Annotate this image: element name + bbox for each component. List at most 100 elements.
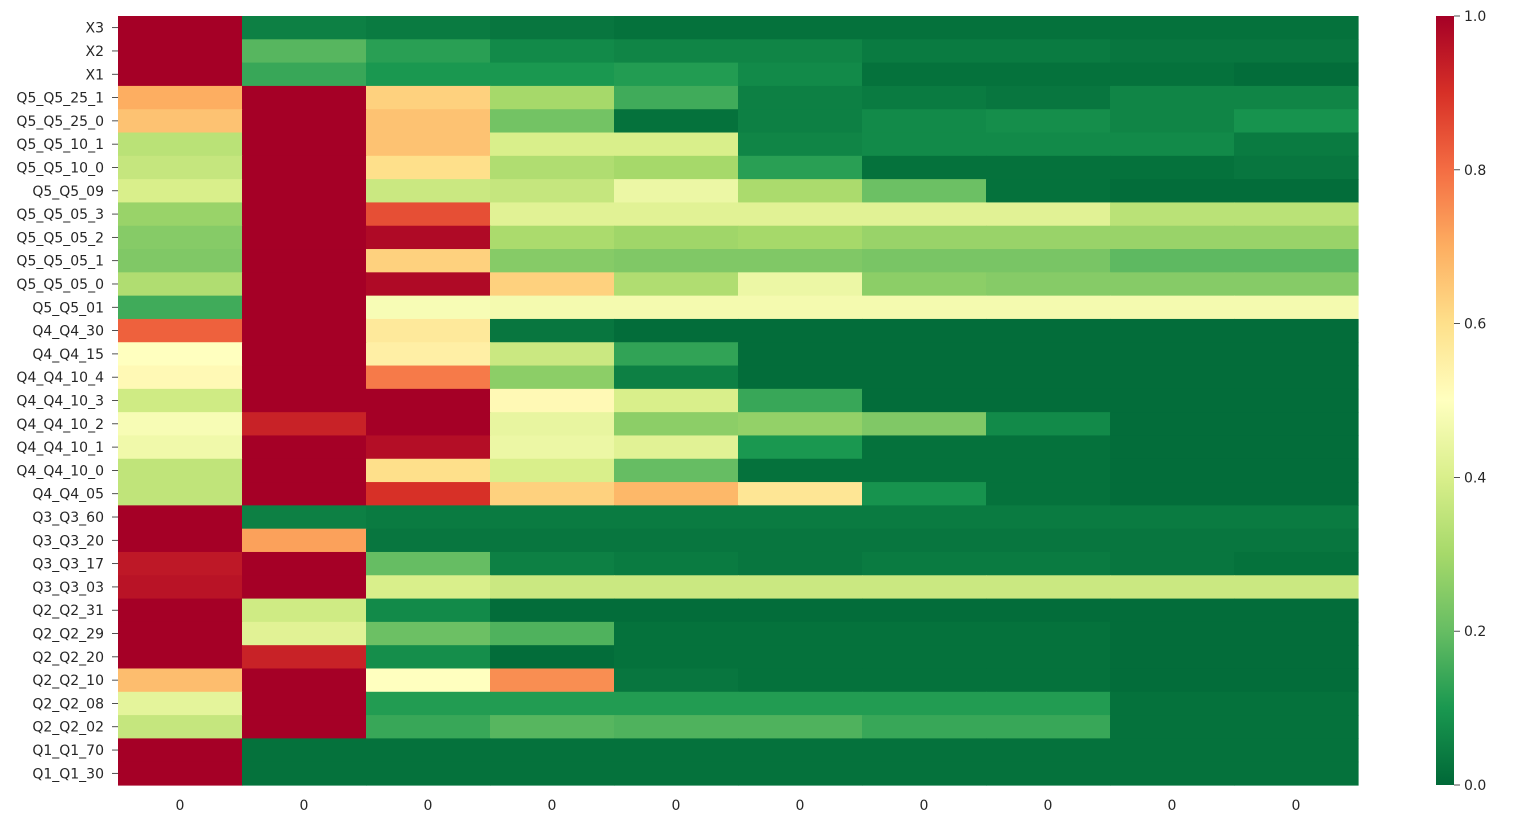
heatmap-cell — [862, 249, 987, 273]
heatmap-cell — [490, 225, 615, 250]
heatmap-cell — [862, 272, 987, 297]
heatmap-cell — [118, 39, 243, 64]
heatmap-cell — [118, 85, 243, 110]
y-tick-label: Q3_Q3_03 — [32, 580, 104, 596]
heatmap-cell — [366, 715, 491, 739]
heatmap-cell — [490, 365, 615, 390]
heatmap-cell — [490, 598, 615, 623]
heatmap-cell — [614, 598, 739, 623]
heatmap-cell — [490, 132, 615, 157]
heatmap-cell — [738, 575, 863, 600]
heatmap-cell — [862, 668, 987, 693]
heatmap-cell — [242, 761, 367, 786]
heatmap-cell — [118, 225, 243, 250]
heatmap-cell — [1234, 505, 1359, 530]
heatmap-cell — [862, 179, 987, 204]
heatmap-cell — [614, 249, 739, 273]
heatmap-cell — [1110, 761, 1235, 786]
x-tick-label: 0 — [920, 798, 929, 814]
heatmap-cell — [366, 132, 491, 157]
heatmap-cell — [986, 738, 1111, 763]
y-tick-label: Q5_Q5_01 — [32, 300, 104, 316]
heatmap-cell — [1110, 738, 1235, 763]
heatmap-cell — [366, 39, 491, 64]
heatmap-cell — [1234, 575, 1359, 600]
heatmap-cell — [1110, 505, 1235, 530]
heatmap-cell — [1234, 272, 1359, 297]
heatmap-cell — [738, 85, 863, 110]
heatmap-cell — [738, 482, 863, 506]
y-tick-label: Q4_Q4_10_0 — [16, 463, 104, 479]
heatmap-cell — [118, 598, 243, 623]
heatmap-cell — [242, 645, 367, 670]
heatmap-cell — [490, 109, 615, 134]
heatmap-cell — [738, 621, 863, 646]
heatmap-cell — [862, 715, 987, 739]
heatmap-cell — [1234, 16, 1359, 40]
heatmap-cell — [862, 528, 987, 553]
heatmap-cell — [862, 738, 987, 763]
heatmap-cell — [986, 598, 1111, 623]
heatmap-cell — [1234, 249, 1359, 273]
heatmap-cell — [614, 761, 739, 786]
heatmap-cell — [366, 295, 491, 320]
heatmap-cell — [986, 715, 1111, 739]
y-tick-label: Q2_Q2_08 — [32, 696, 104, 712]
heatmap-cell — [1110, 132, 1235, 157]
heatmap-cell — [366, 668, 491, 693]
heatmap-cell — [986, 85, 1111, 110]
heatmap-cell — [1110, 645, 1235, 670]
heatmap-cell — [614, 85, 739, 110]
heatmap-cell — [1234, 155, 1359, 180]
heatmap-cell — [118, 738, 243, 763]
heatmap-cell — [614, 482, 739, 506]
y-tick-label: X2 — [86, 44, 105, 60]
heatmap-cell — [862, 435, 987, 460]
heatmap-cell — [738, 691, 863, 716]
y-tick-label: Q1_Q1_30 — [32, 766, 104, 782]
heatmap-cell — [738, 435, 863, 460]
heatmap-cell — [1234, 109, 1359, 134]
heatmap-cell — [1110, 575, 1235, 600]
heatmap-cell — [738, 16, 863, 40]
heatmap-cell — [986, 318, 1111, 343]
heatmap-cell — [614, 225, 739, 250]
heatmap-cell — [738, 388, 863, 413]
heatmap-cell — [1110, 155, 1235, 180]
heatmap-cell — [614, 179, 739, 204]
y-tick-label: Q5_Q5_05_3 — [16, 207, 104, 223]
heatmap-cell — [738, 645, 863, 670]
heatmap-cell — [242, 668, 367, 693]
heatmap-cell — [490, 621, 615, 646]
heatmap-cell — [614, 528, 739, 553]
heatmap-cell — [986, 551, 1111, 576]
heatmap-cell — [1234, 645, 1359, 670]
heatmap-cell — [490, 691, 615, 716]
colorbar-tick-label: 0.8 — [1464, 163, 1486, 179]
heatmap-cell — [738, 668, 863, 693]
heatmap-cell — [738, 761, 863, 786]
heatmap-cell — [366, 412, 491, 437]
heatmap-cell — [1110, 295, 1235, 320]
y-tick-label: X3 — [86, 21, 105, 37]
y-tick-label: Q5_Q5_10_1 — [16, 137, 104, 153]
heatmap-cell — [366, 575, 491, 600]
heatmap-cell — [490, 202, 615, 227]
heatmap-cell — [1110, 249, 1235, 273]
heatmap-cell — [614, 295, 739, 320]
heatmap-cell — [1110, 458, 1235, 483]
heatmap-cell — [862, 295, 987, 320]
heatmap-cell — [366, 435, 491, 460]
heatmap-cell — [242, 109, 367, 134]
heatmap-cell — [738, 132, 863, 157]
y-tick-label: Q2_Q2_29 — [32, 627, 104, 643]
heatmap-cell — [738, 598, 863, 623]
heatmap-cells — [118, 16, 1359, 786]
heatmap-cell — [1110, 365, 1235, 390]
heatmap-cell — [242, 365, 367, 390]
heatmap-cell — [1110, 179, 1235, 204]
heatmap-cell — [986, 202, 1111, 227]
heatmap-cell — [986, 668, 1111, 693]
heatmap-cell — [862, 39, 987, 64]
